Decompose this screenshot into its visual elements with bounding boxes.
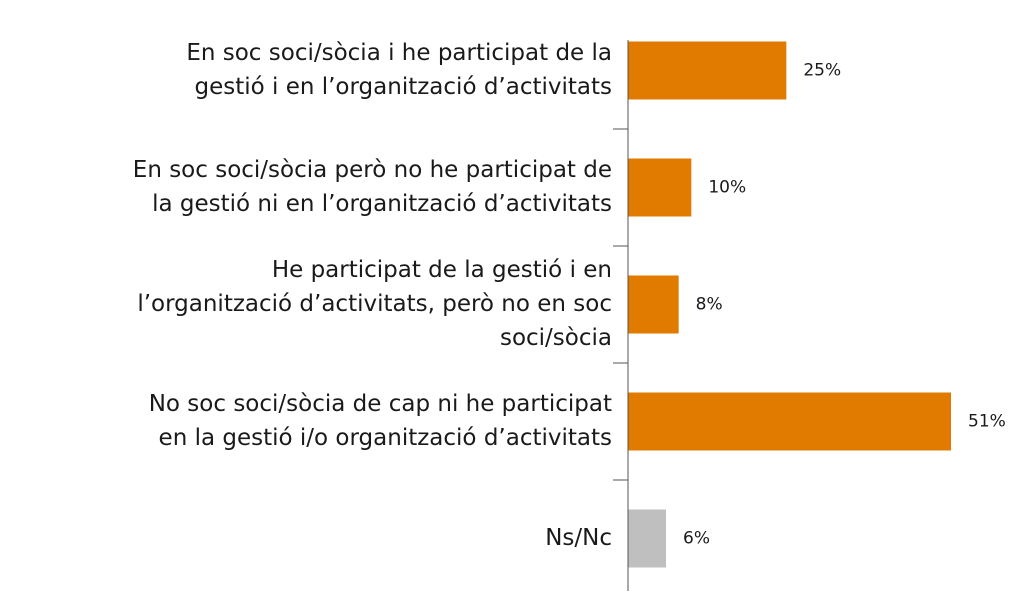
category-label: En soc soci/sòcia i he participat de la: [186, 40, 612, 66]
value-label: 25%: [803, 61, 841, 81]
category-label: gestió i en l’organització d’activitats: [194, 74, 612, 100]
value-label: 10%: [708, 178, 746, 198]
value-label: 51%: [968, 412, 1006, 432]
category-label: en la gestió i/o organització d’activita…: [159, 425, 612, 451]
category-label: la gestió ni en l’organització d’activit…: [152, 191, 612, 217]
bar: [628, 41, 787, 100]
category-label: En soc soci/sòcia però no he participat …: [133, 157, 612, 183]
category-label: He participat de la gestió i en: [272, 257, 612, 283]
bar: [628, 158, 692, 217]
bar: [628, 275, 679, 334]
value-label: 8%: [696, 295, 723, 315]
value-label: 6%: [683, 529, 710, 549]
bar: [628, 509, 666, 568]
bar: [628, 392, 951, 451]
category-label: l’organització d’activitats, però no en …: [137, 291, 612, 317]
category-label: soci/sòcia: [500, 325, 612, 351]
category-label: No soc soci/sòcia de cap ni he participa…: [149, 391, 612, 417]
category-label: Ns/Nc: [545, 525, 612, 551]
